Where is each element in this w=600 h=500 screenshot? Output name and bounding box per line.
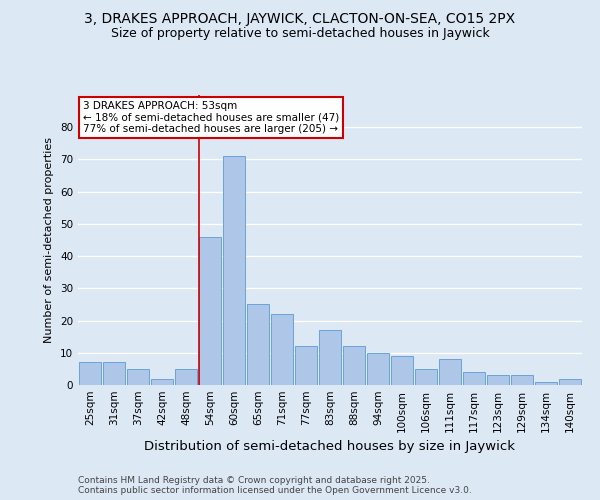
Bar	[463, 372, 485, 385]
Text: 3 DRAKES APPROACH: 53sqm
← 18% of semi-detached houses are smaller (47)
77% of s: 3 DRAKES APPROACH: 53sqm ← 18% of semi-d…	[83, 101, 339, 134]
Bar	[199, 237, 221, 385]
Bar	[535, 382, 557, 385]
Bar	[247, 304, 269, 385]
Bar	[343, 346, 365, 385]
Y-axis label: Number of semi-detached properties: Number of semi-detached properties	[44, 137, 55, 343]
Bar	[295, 346, 317, 385]
Bar	[367, 353, 389, 385]
Bar	[391, 356, 413, 385]
Bar	[559, 378, 581, 385]
Text: Contains HM Land Registry data © Crown copyright and database right 2025.
Contai: Contains HM Land Registry data © Crown c…	[78, 476, 472, 495]
Bar	[175, 369, 197, 385]
Bar	[79, 362, 101, 385]
Bar	[271, 314, 293, 385]
Bar	[103, 362, 125, 385]
Bar	[415, 369, 437, 385]
Bar	[151, 378, 173, 385]
Bar	[319, 330, 341, 385]
Bar	[223, 156, 245, 385]
Bar	[487, 376, 509, 385]
Text: 3, DRAKES APPROACH, JAYWICK, CLACTON-ON-SEA, CO15 2PX: 3, DRAKES APPROACH, JAYWICK, CLACTON-ON-…	[85, 12, 515, 26]
X-axis label: Distribution of semi-detached houses by size in Jaywick: Distribution of semi-detached houses by …	[145, 440, 515, 454]
Text: Size of property relative to semi-detached houses in Jaywick: Size of property relative to semi-detach…	[110, 28, 490, 40]
Bar	[511, 376, 533, 385]
Bar	[127, 369, 149, 385]
Bar	[439, 359, 461, 385]
